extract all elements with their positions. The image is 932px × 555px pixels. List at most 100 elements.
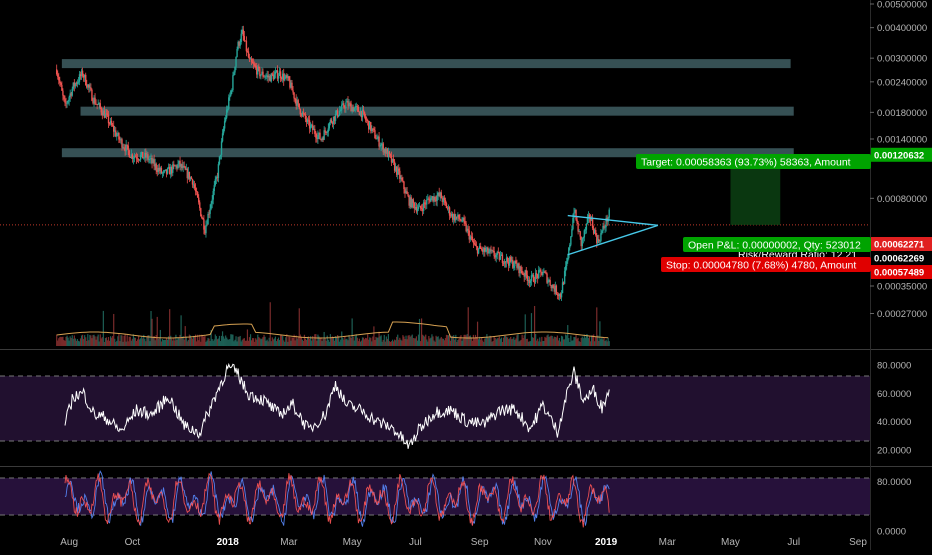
candle-body: [147, 154, 149, 160]
volume-bar: [498, 336, 500, 346]
volume-bar: [347, 340, 349, 346]
volume-bar: [510, 336, 512, 346]
candle-body: [470, 236, 473, 238]
volume-bar: [332, 337, 335, 346]
candle-body: [307, 119, 310, 121]
candle-body: [356, 106, 359, 107]
volume-bar: [161, 339, 164, 346]
volume-bar: [507, 337, 509, 346]
volume-bar: [277, 337, 280, 346]
volume-bar: [164, 339, 167, 346]
volume-bar: [568, 338, 570, 346]
volume-bar: [447, 335, 450, 346]
candle-body: [308, 120, 311, 129]
axes: 0.00500000 0.00400000 0.00300000 0.00240000…: [60, 0, 927, 548]
candle-body: [283, 73, 285, 81]
volume-bar: [457, 339, 459, 346]
volume-bar: [485, 338, 487, 346]
candle-body: [338, 110, 341, 116]
volume-bar: [261, 338, 263, 346]
candle-body: [304, 114, 307, 119]
candle-body: [375, 138, 377, 140]
volume-bar: [182, 336, 184, 346]
candle-body: [550, 285, 552, 289]
volume-bar: [87, 334, 89, 346]
volume-bar: [73, 335, 75, 346]
volume-bar: [300, 336, 302, 346]
volume-bar: [527, 341, 529, 346]
candle-body: [302, 112, 305, 114]
volume-bar: [557, 340, 560, 346]
candle-body: [309, 125, 312, 129]
time-tick-label: Nov: [534, 537, 552, 548]
candle-body: [194, 188, 197, 192]
volume-bar: [229, 339, 231, 346]
volume-bar: [409, 336, 411, 346]
volume-bar: [115, 341, 117, 346]
price-tag-target: 0.00120632: [871, 147, 932, 162]
volume-bar: [298, 308, 300, 346]
candle-body: [219, 154, 222, 157]
volume-bar: [528, 341, 530, 346]
volume-bar: [71, 335, 73, 346]
candle-body: [556, 293, 559, 295]
volume-bar: [608, 341, 610, 346]
volume-bar: [422, 334, 424, 346]
candle-body: [218, 156, 221, 165]
volume-bar: [509, 338, 511, 346]
volume-bar: [66, 335, 68, 346]
volume-bar: [315, 334, 317, 346]
candle-body: [275, 70, 278, 72]
volume-bar: [511, 339, 513, 346]
candle-body: [291, 82, 293, 91]
candle-body: [290, 82, 292, 88]
candle-body: [69, 93, 71, 98]
volume-bar: [157, 338, 159, 346]
candle-body: [379, 145, 381, 147]
candle-body: [388, 151, 391, 155]
volume-bar: [278, 340, 281, 346]
volume-bar: [214, 334, 216, 346]
candle-body: [361, 109, 364, 118]
candle-body: [190, 177, 193, 180]
candle-body: [165, 169, 168, 174]
volume-bar: [448, 334, 451, 346]
rsi-series-line: [64, 362, 610, 449]
volume-bar: [503, 335, 506, 346]
volume-bar: [389, 341, 392, 346]
volume-bar: [227, 339, 229, 346]
candle-body: [195, 191, 198, 193]
candle-body: [527, 280, 530, 281]
volume-bar: [191, 338, 194, 346]
candle-body: [473, 243, 476, 245]
candle-body: [515, 260, 517, 264]
candle-body: [223, 121, 226, 129]
volume-bar: [208, 338, 210, 346]
volume-bar: [580, 338, 582, 346]
candle-body: [91, 89, 93, 101]
volume-bar: [302, 340, 305, 346]
volume-bar: [579, 341, 581, 346]
candle-body: [555, 285, 558, 294]
volume-bar: [515, 338, 517, 346]
volume-bar: [325, 340, 327, 346]
volume-bar: [595, 336, 597, 346]
candle-body: [184, 166, 186, 170]
candle-body: [543, 271, 545, 273]
candle-body: [198, 197, 200, 203]
candle-body: [402, 180, 404, 182]
open-pnl-label: Open P&L: 0.00000002, Qty: 523012: [683, 237, 871, 252]
volume-bar: [378, 331, 380, 346]
candle-body: [108, 123, 111, 125]
candle-body: [133, 156, 136, 159]
volume-bar: [133, 337, 136, 346]
volume-bar: [553, 336, 555, 346]
volume-bar: [524, 314, 526, 346]
candle-body: [458, 214, 460, 219]
volume-bar: [461, 340, 463, 346]
volume-bar: [543, 340, 545, 346]
candle-body: [603, 226, 605, 228]
volume-ma-line: [56, 321, 609, 339]
